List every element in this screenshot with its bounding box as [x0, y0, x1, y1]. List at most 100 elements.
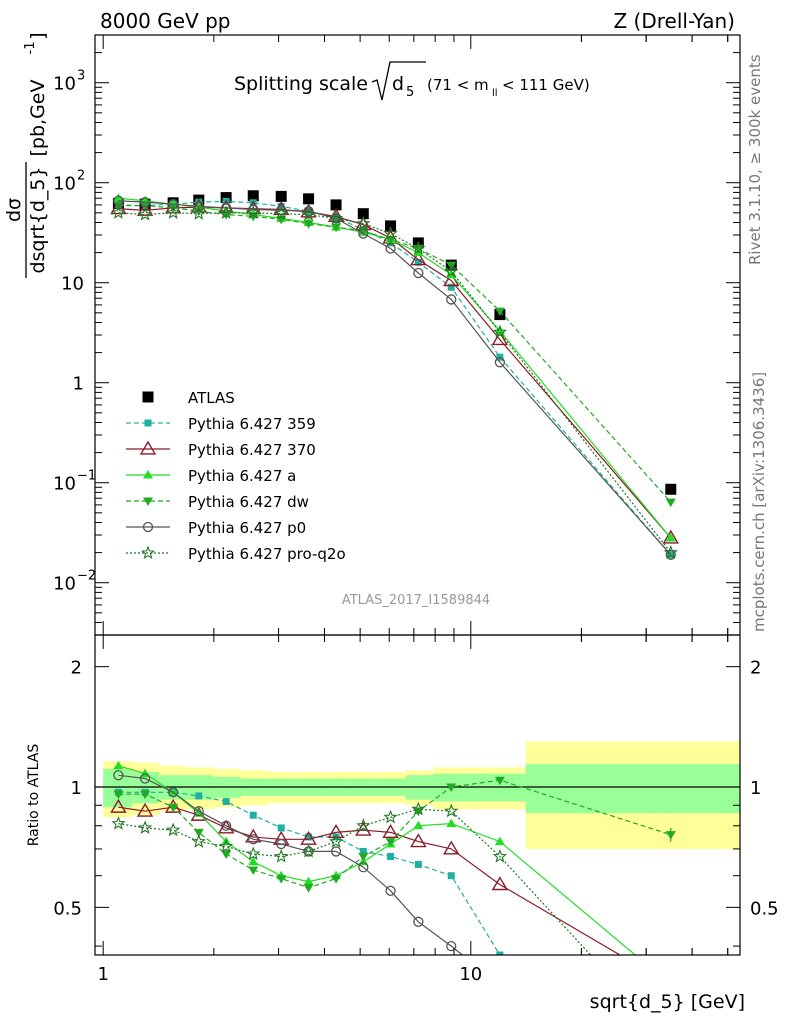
ylabel-unit: [pb,GeV — [27, 80, 49, 157]
ratio-series-pythia-6-427-p0 — [113, 770, 464, 955]
y-tick-label: 10 — [53, 74, 76, 95]
main-point-pythia-6-427-359-12 — [447, 283, 455, 291]
title-cut-open: (71 < m — [427, 76, 489, 94]
main-point-pythia-6-427-359-8 — [332, 213, 340, 221]
ratio-point-pythia-6-427-dw-6 — [276, 875, 287, 884]
main-point-pythia-6-427-pro-q2o-6 — [274, 206, 289, 220]
main-point-pythia-6-427-p0-11 — [413, 267, 424, 279]
main-point-pythia-6-427-pro-q2o-7 — [301, 207, 316, 221]
main-series-pythia-6-427-pro-q2o — [111, 205, 678, 559]
legend-item-pythia-6-427-370: Pythia 6.427 370 — [126, 440, 316, 459]
ylabel-numerator: dσ — [3, 198, 25, 222]
main-point-atlas-8 — [330, 199, 342, 211]
ratio-point-pythia-6-427-359-6 — [277, 824, 285, 832]
ratio-point-pythia-6-427-pro-q2o-6 — [274, 848, 289, 863]
main-point-pythia-6-427-dw-14 — [665, 498, 676, 508]
main-point-pythia-6-427-p0-10 — [385, 243, 396, 254]
main-point-pythia-6-427-dw-13 — [494, 307, 505, 317]
main-point-pythia-6-427-a-13 — [494, 325, 505, 335]
ratio-point-pythia-6-427-a-12 — [446, 818, 457, 828]
ratio-point-pythia-6-427-p0-11 — [413, 916, 424, 927]
legend-marker-pythia-6-427-a — [143, 470, 153, 479]
y-tick-label-exp: −1 — [77, 469, 96, 484]
main-point-pythia-6-427-dw-8 — [331, 223, 342, 233]
main-point-pythia-6-427-p0-4 — [220, 202, 232, 214]
y-tick-label-exp: 2 — [77, 169, 85, 184]
main-point-pythia-6-427-a-14 — [665, 532, 676, 542]
main-point-pythia-6-427-pro-q2o-11 — [411, 241, 426, 255]
main-y-axis-label: dσ dsqrt{d_5} [pb,GeV -1 ] — [3, 32, 49, 278]
ratio-point-pythia-6-427-a-7 — [303, 876, 314, 886]
legend-item-pythia-6-427-359: Pythia 6.427 359 — [126, 415, 316, 433]
ratio-y-ticks: 2 2 1 1 0.5 0.5 — [53, 658, 779, 947]
ratio-point-pythia-6-427-pro-q2o-11 — [411, 801, 426, 816]
main-point-pythia-6-427-p0-12 — [446, 294, 457, 305]
ratio-y-axis-label: Ratio to ATLAS — [26, 744, 42, 847]
y-tick-label: 10 — [61, 274, 84, 295]
ratio-point-pythia-6-427-370-6 — [272, 830, 290, 845]
title-variable: d — [392, 73, 404, 95]
analysis-id: ATLAS_2017_I1589844 — [342, 593, 490, 608]
ratio-point-pythia-6-427-dw-0 — [113, 790, 124, 800]
ratio-point-pythia-6-427-pro-q2o-10 — [383, 809, 398, 824]
main-point-pythia-6-427-370-0 — [110, 200, 127, 215]
main-point-pythia-6-427-pro-q2o-14 — [663, 545, 678, 559]
ratio-point-pythia-6-427-p0-4 — [220, 820, 232, 831]
title-cut-close: < 111 GeV) — [502, 76, 590, 94]
legend-item-pythia-6-427-p0: Pythia 6.427 p0 — [126, 519, 306, 537]
main-point-pythia-6-427-359-11 — [414, 258, 422, 266]
ratio-point-pythia-6-427-pro-q2o-13 — [492, 848, 508, 863]
ratio-line-pythia-6-427-370 — [118, 806, 622, 955]
ratio-point-pythia-6-427-pro-q2o-0 — [111, 816, 126, 830]
ratio-plot-frame — [94, 634, 741, 956]
mcplots-label: mcplots.cern.ch [arXiv:1306.3436] — [750, 372, 768, 632]
ratio-line-pythia-6-427-359 — [118, 791, 502, 955]
main-point-atlas-9 — [357, 208, 369, 220]
main-point-atlas-14 — [665, 483, 677, 495]
main-point-atlas-4 — [220, 192, 232, 204]
ratio-point-pythia-6-427-p0-2 — [168, 787, 179, 798]
ratio-point-pythia-6-427-p0-9 — [358, 862, 369, 873]
ratio-y-tick-label-right: 1 — [750, 778, 761, 799]
main-point-pythia-6-427-p0-14 — [665, 549, 676, 560]
main-point-pythia-6-427-dw-7 — [303, 220, 314, 229]
main-point-pythia-6-427-370-14 — [662, 529, 679, 544]
main-point-atlas-7 — [303, 193, 315, 205]
ratio-point-pythia-6-427-p0-12 — [446, 940, 457, 952]
legend-marker-atlas — [142, 391, 154, 403]
ratio-series-pythia-6-427-pro-q2o — [111, 801, 592, 955]
main-point-pythia-6-427-p0-5 — [248, 204, 259, 215]
legend-label: ATLAS — [188, 389, 235, 407]
ratio-point-pythia-6-427-pro-q2o-9 — [356, 818, 371, 832]
ratio-point-pythia-6-427-dw-10 — [385, 838, 396, 847]
ratio-y-tick-label-left: 1 — [71, 778, 82, 799]
ratio-point-pythia-6-427-p0-6 — [276, 838, 287, 850]
legend-label: Pythia 6.427 pro-q2o — [188, 545, 346, 563]
y-tick-label-exp: 3 — [77, 69, 85, 84]
main-point-pythia-6-427-pro-q2o-1 — [137, 207, 153, 221]
ratio-point-pythia-6-427-359-11 — [414, 860, 422, 868]
ratio-point-pythia-6-427-p0-10 — [385, 885, 396, 896]
ratio-point-pythia-6-427-pro-q2o-7 — [301, 843, 316, 858]
main-point-atlas-6 — [275, 190, 287, 202]
ratio-point-pythia-6-427-dw-3 — [193, 828, 204, 838]
ratio-point-pythia-6-427-p0-1 — [139, 773, 151, 784]
ratio-point-pythia-6-427-pro-q2o-12 — [444, 803, 459, 818]
ratio-point-pythia-6-427-p0-5 — [248, 834, 259, 845]
main-line-pythia-6-427-pro-q2o — [118, 212, 672, 553]
ratio-point-pythia-6-427-359-10 — [387, 853, 395, 861]
main-point-pythia-6-427-pro-q2o-8 — [328, 210, 344, 225]
ratio-y-tick-label-left: 0.5 — [53, 898, 82, 919]
legend-item-atlas: ATLAS — [142, 389, 235, 407]
legend-marker-pythia-6-427-359 — [144, 419, 152, 427]
ratio-y-tick-label-right: 0.5 — [750, 898, 779, 919]
ratio-point-pythia-6-427-pro-q2o-5 — [246, 846, 261, 861]
main-line-pythia-6-427-359 — [118, 200, 672, 556]
ratio-point-pythia-6-427-359-3 — [195, 792, 203, 800]
main-point-atlas-5 — [247, 190, 259, 202]
main-point-pythia-6-427-a-0 — [113, 193, 124, 202]
ylabel-unit-sup: -1 — [23, 42, 38, 55]
legend-item-pythia-6-427-a: Pythia 6.427 a — [126, 467, 296, 485]
rivet-label: Rivet 3.1.10, ≥ 300k events — [746, 54, 764, 265]
main-point-pythia-6-427-pro-q2o-10 — [383, 226, 398, 240]
